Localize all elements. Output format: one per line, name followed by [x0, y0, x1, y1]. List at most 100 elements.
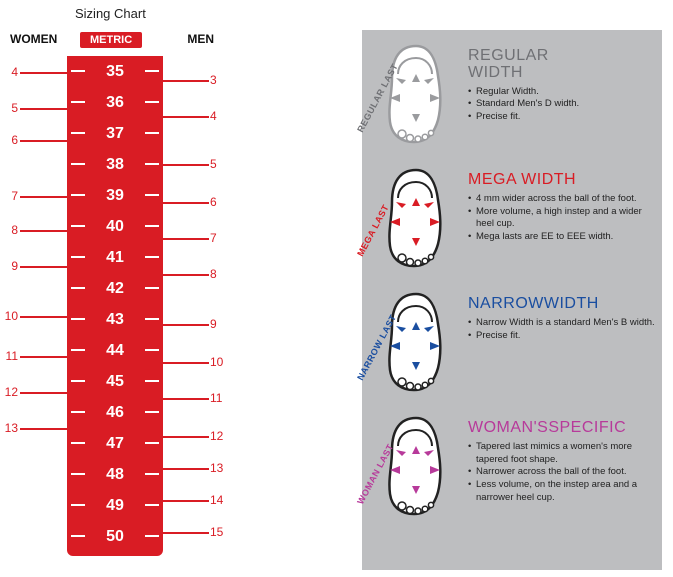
tick-label-men: 3 — [210, 73, 224, 87]
tick-women — [20, 72, 67, 74]
bullet: Narrow Width is a standard Men's B width… — [468, 317, 656, 330]
tick-women — [20, 428, 67, 430]
width-bullets: Tapered last mimics a women's more taper… — [468, 441, 656, 505]
metric-size: 37 — [67, 118, 163, 149]
tick-men — [163, 80, 209, 82]
bullet: Narrower across the ball of the foot. — [468, 466, 656, 479]
tick-men — [163, 202, 209, 204]
metric-size: 45 — [67, 366, 163, 397]
width-card-woman: WOMAN LASTWOMAN'SSPECIFIC Tapered last mi… — [368, 410, 656, 520]
tick-men — [163, 468, 209, 470]
tick-men — [163, 532, 209, 534]
metric-size: 49 — [67, 490, 163, 521]
tick-label-men: 7 — [210, 231, 224, 245]
width-title: MEGA WIDTH — [468, 172, 656, 189]
width-title: NARROWWIDTH — [468, 296, 656, 313]
bullet: Regular Width. — [468, 86, 656, 99]
bullet: 4 mm wider across the ball of the foot. — [468, 193, 656, 206]
width-text: MEGA WIDTH 4 mm wider across the ball of … — [464, 162, 656, 244]
tick-men — [163, 274, 209, 276]
width-card-mega: MEGA LASTMEGA WIDTH 4 mm wider across the… — [368, 162, 656, 272]
tick-label-men: 12 — [210, 429, 224, 443]
foot-icon: WOMAN LAST — [368, 410, 464, 520]
tick-women — [20, 140, 67, 142]
width-card-regular: REGULAR LASTREGULARWIDTH Regular Width.St… — [368, 38, 656, 148]
tick-label-men: 8 — [210, 267, 224, 281]
header-men: MEN — [187, 32, 214, 46]
tick-label-men: 6 — [210, 195, 224, 209]
tick-label-women: 6 — [4, 133, 18, 147]
width-card-narrow: NARROW LASTNARROWWIDTH Narrow Width is a … — [368, 286, 656, 396]
width-title: REGULARWIDTH — [468, 48, 656, 82]
header-women: WOMEN — [10, 32, 57, 46]
width-bullets: Regular Width.Standard Men's D width.Pre… — [468, 86, 656, 124]
tick-label-men: 15 — [210, 525, 224, 539]
metric-size: 36 — [67, 87, 163, 118]
foot-icon: MEGA LAST — [368, 162, 464, 272]
metric-size: 39 — [67, 180, 163, 211]
width-bullets: 4 mm wider across the ball of the foot.M… — [468, 193, 656, 244]
bullet: Precise fit. — [468, 111, 656, 124]
bullet: Less volume, on the instep area and a na… — [468, 479, 656, 505]
tick-label-women: 8 — [4, 223, 18, 237]
tick-men — [163, 164, 209, 166]
tick-women — [20, 196, 67, 198]
width-text: NARROWWIDTH Narrow Width is a standard Me… — [464, 286, 656, 342]
metric-size: 38 — [67, 149, 163, 180]
scale-body: 35363738394041424344454647484950 4567891… — [8, 56, 226, 566]
bullet: Tapered last mimics a women's more taper… — [468, 441, 656, 467]
bullet: Mega lasts are EE to EEE width. — [468, 231, 656, 244]
tick-men — [163, 324, 209, 326]
tick-label-women: 7 — [4, 189, 18, 203]
tick-men — [163, 362, 209, 364]
tick-women — [20, 108, 67, 110]
tick-women — [20, 316, 67, 318]
tick-women — [20, 266, 67, 268]
tick-label-men: 14 — [210, 493, 224, 507]
foot-icon: NARROW LAST — [368, 286, 464, 396]
metric-size: 44 — [67, 335, 163, 366]
bullet: More volume, a high instep and a wider h… — [468, 206, 656, 232]
metric-size: 42 — [67, 273, 163, 304]
tick-label-men: 4 — [210, 109, 224, 123]
tick-women — [20, 230, 67, 232]
tick-label-women: 12 — [4, 385, 18, 399]
width-text: WOMAN'SSPECIFIC Tapered last mimics a wom… — [464, 410, 656, 505]
bullet: Standard Men's D width. — [468, 98, 656, 111]
width-panel: REGULAR LASTREGULARWIDTH Regular Width.St… — [362, 30, 662, 570]
tick-label-women: 11 — [4, 349, 18, 363]
tick-label-women: 10 — [4, 309, 18, 323]
tick-label-men: 9 — [210, 317, 224, 331]
tick-men — [163, 436, 209, 438]
metric-size: 50 — [67, 521, 163, 552]
metric-size: 41 — [67, 242, 163, 273]
metric-size: 43 — [67, 304, 163, 335]
tick-label-men: 5 — [210, 157, 224, 171]
tick-label-men: 11 — [210, 391, 224, 405]
tick-label-women: 13 — [4, 421, 18, 435]
tick-label-women: 5 — [4, 101, 18, 115]
metric-size: 35 — [67, 56, 163, 87]
metric-size: 47 — [67, 428, 163, 459]
page-title: Sizing Chart — [75, 6, 146, 21]
metric-size: 40 — [67, 211, 163, 242]
tick-label-women: 4 — [4, 65, 18, 79]
tick-label-women: 9 — [4, 259, 18, 273]
sizing-chart: WOMEN METRIC MEN 35363738394041424344454… — [8, 30, 226, 570]
tick-men — [163, 238, 209, 240]
tick-men — [163, 500, 209, 502]
header-metric: METRIC — [80, 32, 142, 48]
tick-women — [20, 356, 67, 358]
metric-size: 48 — [67, 459, 163, 490]
foot-icon: REGULAR LAST — [368, 38, 464, 148]
tick-label-men: 10 — [210, 355, 224, 369]
width-title: WOMAN'SSPECIFIC — [468, 420, 656, 437]
metric-size: 46 — [67, 397, 163, 428]
bullet: Precise fit. — [468, 330, 656, 343]
tick-women — [20, 392, 67, 394]
tick-label-men: 13 — [210, 461, 224, 475]
width-bullets: Narrow Width is a standard Men's B width… — [468, 317, 656, 343]
tick-men — [163, 398, 209, 400]
tick-men — [163, 116, 209, 118]
width-text: REGULARWIDTH Regular Width.Standard Men's… — [464, 38, 656, 124]
